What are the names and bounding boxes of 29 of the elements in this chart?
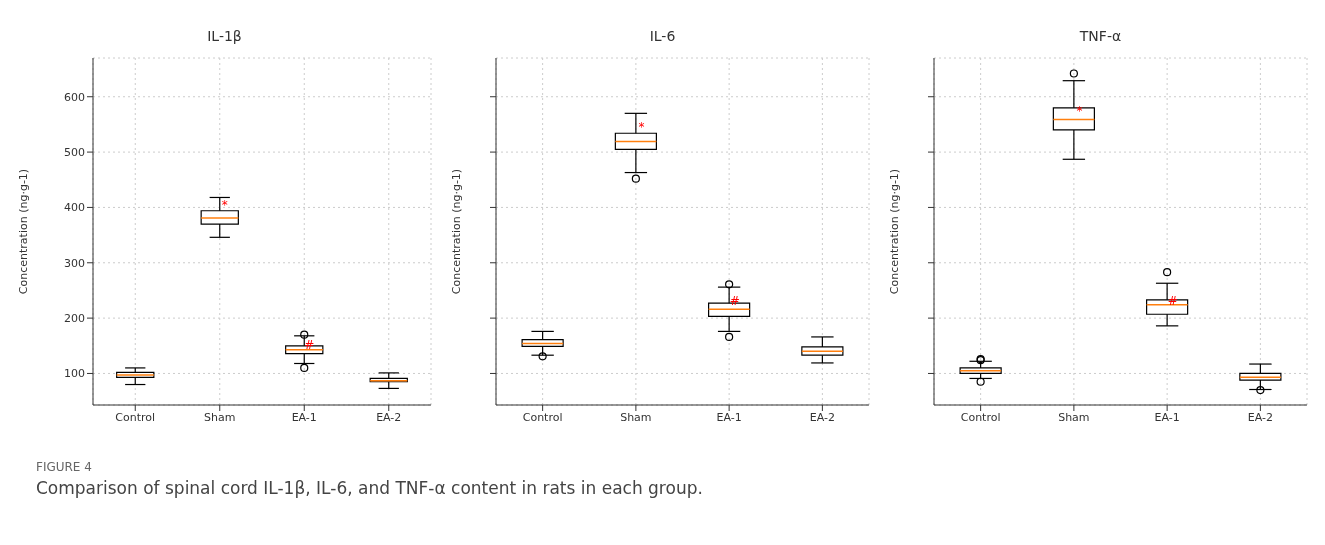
x-tick-label: Sham	[1058, 410, 1090, 424]
y-tick-label: 600	[64, 90, 85, 104]
chart-title: IL-6	[648, 28, 677, 46]
x-tick-label: Control	[522, 410, 563, 424]
chart-title: IL-1β	[206, 28, 243, 46]
annotation: *	[638, 120, 645, 135]
y-tick-label: 300	[64, 256, 85, 270]
annotation: *	[1076, 103, 1083, 118]
y-tick-label: 400	[64, 201, 85, 215]
y-axis-title: Concentration (ng·g-1)	[449, 168, 463, 295]
x-tick-label: EA-2	[1247, 410, 1273, 424]
x-tick-label: Sham	[204, 410, 236, 424]
y-tick-label: 100	[64, 367, 85, 381]
x-tick-label: EA-1	[1154, 410, 1180, 424]
annotation: *	[221, 197, 228, 212]
x-tick-label: EA-2	[376, 410, 402, 424]
x-tick-label: Sham	[620, 410, 652, 424]
y-tick-label: 200	[64, 312, 85, 326]
x-tick-label: EA-1	[716, 410, 742, 424]
y-tick-label: 500	[64, 145, 85, 159]
y-axis-title: Concentration (ng·g-1)	[887, 168, 901, 295]
x-tick-label: EA-2	[809, 410, 835, 424]
x-tick-label: Control	[115, 410, 156, 424]
x-tick-label: Control	[960, 410, 1001, 424]
x-tick-label: EA-1	[291, 410, 317, 424]
y-axis-title: Concentration (ng·g-1)	[16, 168, 30, 295]
text: Comparison of spinal cord IL-1β, IL-6, and TNF-α content in rats in each group.	[36, 478, 704, 498]
caption: FIGURE 4	[36, 460, 93, 474]
chart-title: TNF-α	[1078, 28, 1123, 46]
